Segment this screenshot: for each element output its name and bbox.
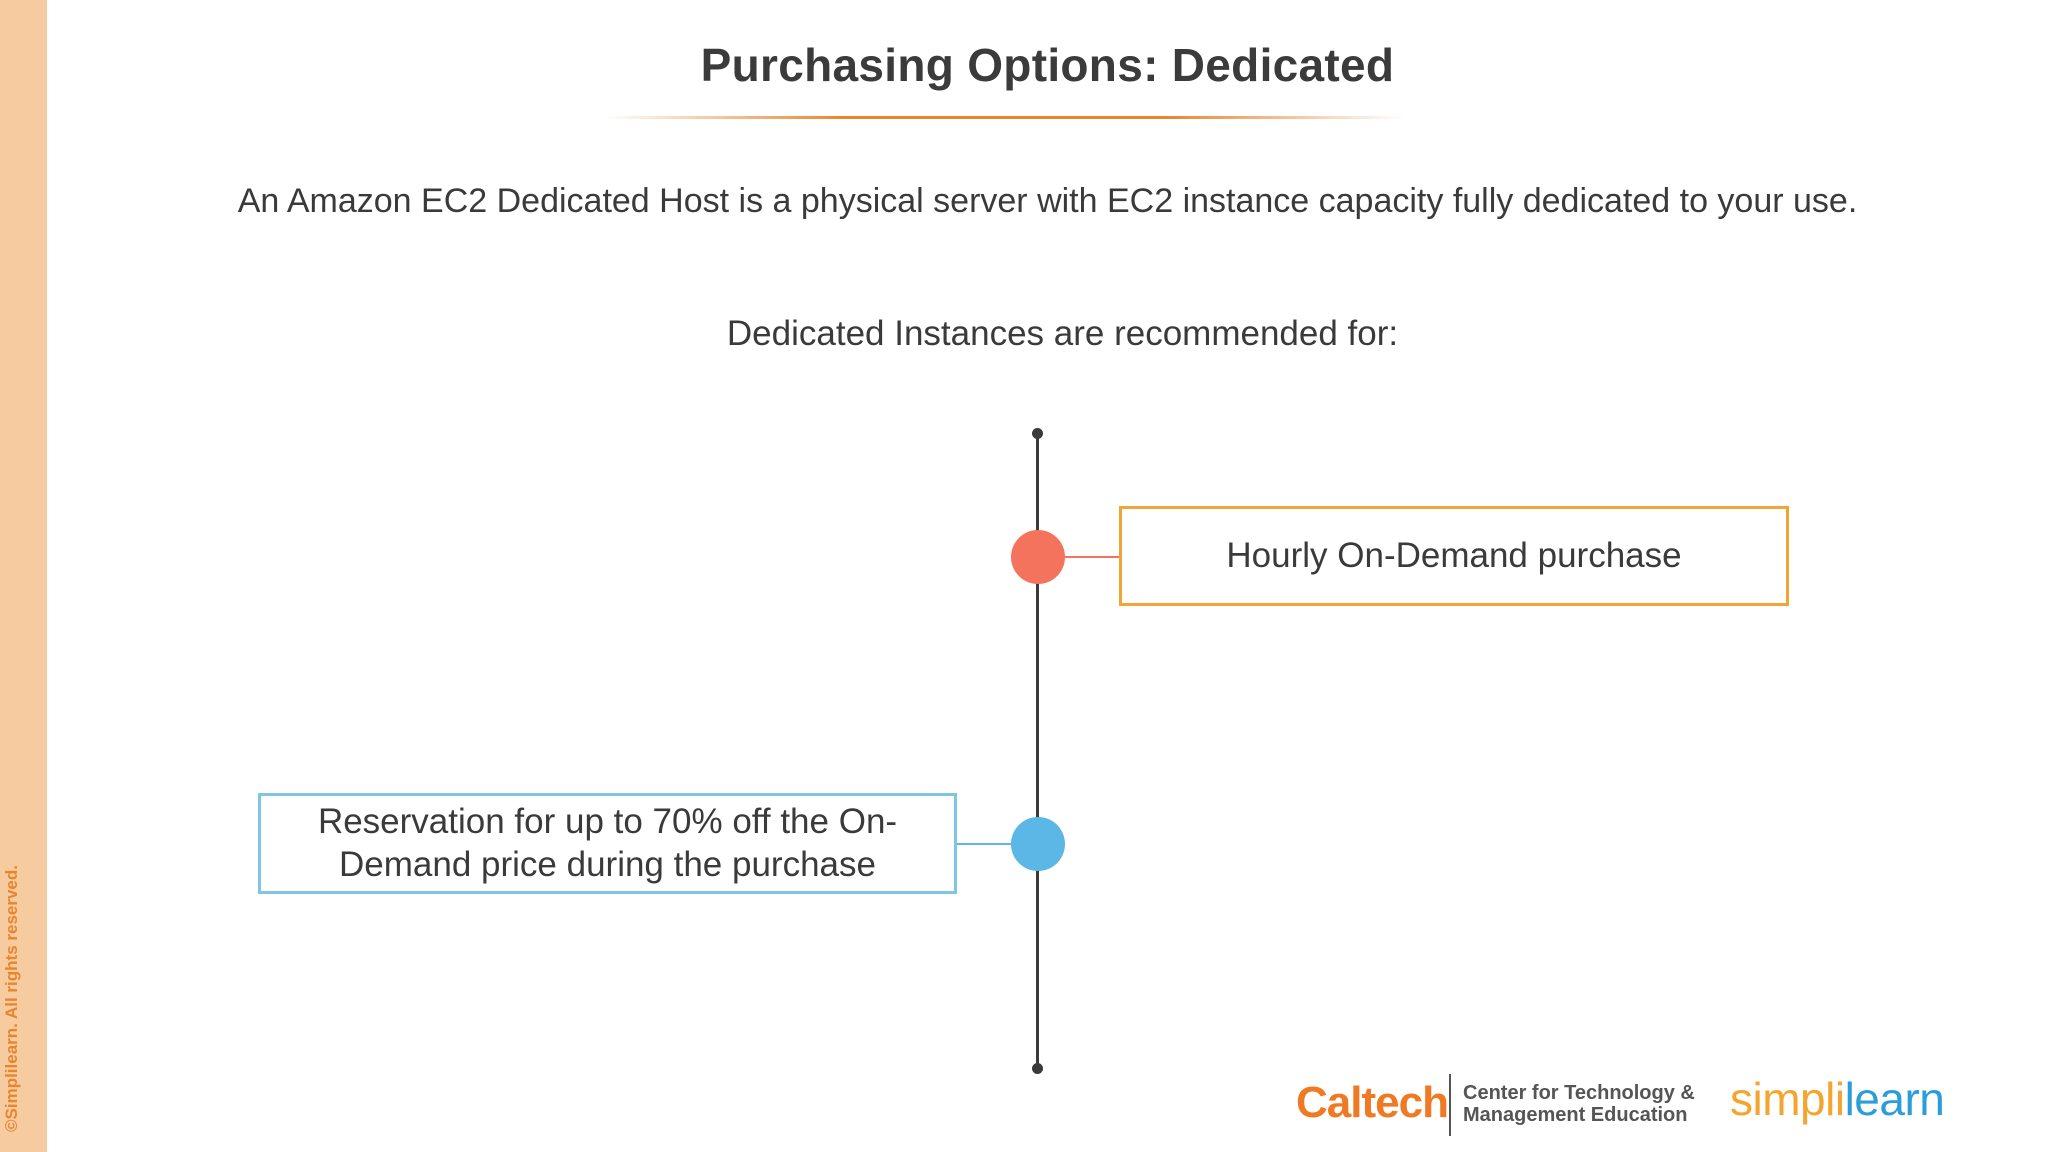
timeline-item-1: Hourly On-Demand purchase: [1119, 506, 1789, 606]
logo-divider: [1449, 1074, 1451, 1136]
ctme-line-2: Management Education: [1463, 1104, 1688, 1126]
timeline-dot-2: [1011, 817, 1065, 871]
timeline-item-1-label: Hourly On-Demand purchase: [1226, 535, 1682, 575]
title-underline: [605, 116, 1405, 119]
subheading: Dedicated Instances are recommended for:: [726, 314, 1399, 353]
timeline-top-cap: [1032, 428, 1043, 439]
caltech-logo: Caltech: [1296, 1078, 1449, 1127]
intro-text: An Amazon EC2 Dedicated Host is a physic…: [237, 182, 1858, 220]
simplilearn-logo-part-1: simpl: [1730, 1073, 1835, 1125]
simplilearn-logo-part-3: learn: [1844, 1073, 1945, 1125]
caltech-ctme-logo-text: Center for Technology & Management Educa…: [1463, 1082, 1695, 1126]
timeline-bottom-cap: [1032, 1063, 1043, 1074]
timeline-connector-1: [1065, 556, 1121, 558]
slide-title: Purchasing Options: Dedicated: [700, 39, 1395, 91]
timeline-axis: [1036, 433, 1039, 1069]
ctme-line-1: Center for Technology &: [1463, 1082, 1695, 1104]
simplilearn-logo-part-2: i: [1834, 1073, 1845, 1125]
simplilearn-logo: simplilearn: [1730, 1072, 1945, 1126]
timeline-item-2-label: Reservation for up to 70% off the On-Dem…: [317, 801, 898, 884]
copyright-notice: ©Simplilearn. All rights reserved.: [2, 865, 21, 1132]
timeline-dot-1: [1011, 530, 1065, 584]
timeline-connector-2: [956, 843, 1011, 845]
side-accent-strip: [0, 0, 47, 1152]
timeline-item-2: Reservation for up to 70% off the On-Dem…: [258, 793, 957, 894]
